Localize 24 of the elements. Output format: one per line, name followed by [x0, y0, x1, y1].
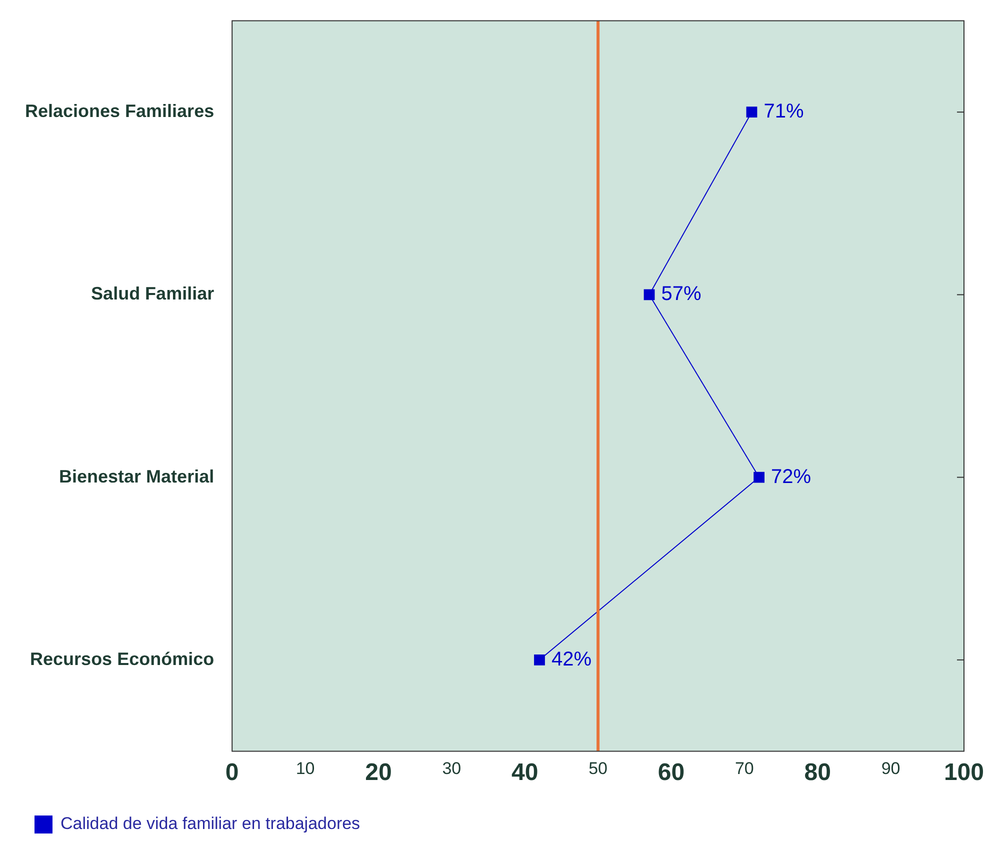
- x-tick-label: 40: [512, 759, 538, 786]
- x-tick-label: 50: [588, 759, 608, 778]
- x-tick-label: 0: [225, 759, 239, 786]
- point: [746, 106, 758, 118]
- x-tick-label: 30: [442, 759, 462, 778]
- x-tick-label: 20: [365, 759, 392, 786]
- data-label: 42%: [551, 648, 592, 670]
- x-tick-label: 60: [658, 759, 685, 786]
- x-tick-label: 10: [296, 759, 315, 778]
- y-tick-label: Salud Familiar: [91, 284, 214, 304]
- x-tick-label: 100: [944, 759, 984, 786]
- data-label: 72%: [771, 466, 812, 488]
- legend-label: Calidad de vida familiar en trabajadores: [60, 814, 360, 834]
- point: [644, 289, 655, 300]
- data-label: 71%: [764, 100, 804, 123]
- y-tick-label: Relaciones Familiares: [24, 101, 214, 122]
- x-tick-label: 90: [881, 759, 900, 778]
- y-tick-label: Bienestar Material: [59, 466, 214, 486]
- point: [534, 654, 545, 666]
- data-label: 57%: [661, 283, 702, 306]
- x-tick-label: 80: [804, 759, 831, 786]
- y-tick-label: Recursos Económico: [30, 648, 214, 669]
- point: [754, 472, 764, 483]
- x-tick-label: 70: [734, 759, 754, 778]
